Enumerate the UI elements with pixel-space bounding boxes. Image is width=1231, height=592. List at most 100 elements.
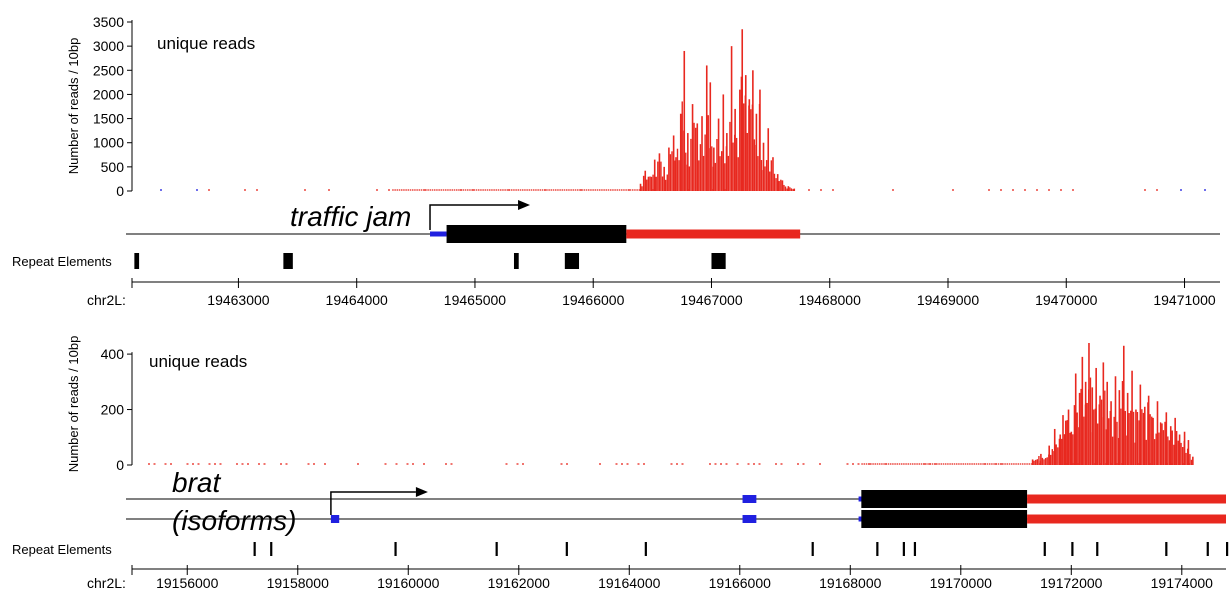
- coverage-bar: [649, 176, 651, 191]
- coverage-bar: [1099, 395, 1101, 465]
- coverage-bar: [1055, 444, 1057, 465]
- repeat-element: [495, 542, 498, 556]
- x-tick-label: 19166000: [709, 575, 772, 591]
- coverage-bar: [1061, 438, 1063, 465]
- coverage-bar: [1189, 454, 1191, 465]
- coverage-bar: [746, 132, 748, 191]
- coverage-bar: [760, 160, 763, 191]
- coverage-bar: [778, 181, 780, 191]
- coverage-bar: [1076, 412, 1078, 465]
- coverage-bar: [1048, 445, 1050, 465]
- coverage-bar: [641, 186, 643, 191]
- coverage-bar: [663, 166, 665, 191]
- coverage-bar: [722, 94, 725, 191]
- coverage-bar: [767, 128, 770, 191]
- x-tick-label: 19466000: [562, 292, 625, 308]
- coverage-bar: [1110, 401, 1112, 465]
- coverage-bar: [1118, 390, 1121, 465]
- coverage-bar: [1155, 433, 1157, 465]
- coverage-bar: [707, 115, 709, 191]
- coverage-bar: [730, 46, 733, 192]
- coverage-bar: [1059, 434, 1062, 465]
- coverage-bar: [702, 155, 705, 191]
- panel-label: unique reads: [157, 34, 255, 53]
- coverage-bar: [786, 188, 788, 191]
- coverage-bar: [696, 123, 699, 191]
- repeat-element: [394, 542, 397, 556]
- coverage-bar: [1136, 412, 1139, 465]
- x-tick-label: 19469000: [917, 292, 980, 308]
- coverage-bar: [741, 29, 744, 191]
- coverage-bar: [780, 179, 782, 191]
- repeat-element: [1206, 542, 1209, 556]
- coverage-bar: [1072, 434, 1074, 465]
- coverage-bar: [647, 176, 650, 191]
- chromosome-label: chr2L:: [87, 575, 126, 591]
- coverage-bar: [1183, 431, 1186, 465]
- coverage-bar: [1062, 415, 1064, 465]
- coverage-bar: [1084, 381, 1087, 465]
- coverage-bar: [1114, 376, 1117, 465]
- coverage-bar: [1081, 356, 1084, 465]
- coverage-bar: [765, 160, 768, 191]
- coverage-bar: [789, 187, 791, 191]
- cds-block: [446, 225, 627, 243]
- coverage-bar: [724, 163, 726, 191]
- coverage-bar: [1174, 417, 1176, 465]
- coverage-bar: [1089, 377, 1092, 465]
- gene-subtitle: (isoforms): [172, 505, 296, 536]
- coverage-bar: [1120, 408, 1122, 465]
- cds-block: [861, 490, 1028, 508]
- x-tick-label: 19464000: [326, 292, 389, 308]
- coverage-bar: [1051, 449, 1053, 465]
- coverage-bar: [639, 183, 642, 191]
- y-tick-label: 2000: [93, 86, 124, 102]
- coverage-bar: [681, 101, 683, 191]
- panel-1: 0 500 1000 1500 2000 2500 3000 3500 Number of re…: [12, 14, 1220, 308]
- coverage-bar: [653, 159, 656, 191]
- coverage-bar: [1187, 440, 1190, 465]
- coverage-bar: [1095, 367, 1097, 465]
- coverage-bar: [1173, 444, 1175, 465]
- coverage-bar: [678, 160, 680, 191]
- coverage-bar: [687, 133, 689, 191]
- coverage-bar: [748, 99, 751, 191]
- repeat-element: [1226, 542, 1229, 556]
- repeat-element: [564, 253, 580, 269]
- coverage-bar: [1102, 362, 1105, 465]
- y-tick-label: 400: [101, 346, 125, 362]
- repeat-element: [876, 542, 879, 556]
- coverage-bar: [1153, 439, 1156, 465]
- coverage-bar: [1049, 454, 1052, 465]
- coverage-bar: [1177, 440, 1179, 465]
- repeat-elements-label: Repeat Elements: [12, 254, 112, 269]
- coverage-bar: [743, 103, 745, 191]
- coverage-bar: [1044, 458, 1047, 465]
- repeat-element: [902, 542, 905, 556]
- coverage-bar: [694, 127, 697, 191]
- x-tick-label: 19471000: [1153, 292, 1216, 308]
- coverage-bar: [1158, 432, 1160, 465]
- coverage-bar: [1053, 428, 1056, 465]
- coverage-bar: [790, 188, 793, 191]
- coverage-bar: [714, 162, 717, 191]
- coverage-bar: [759, 89, 761, 191]
- coverage-bar: [752, 70, 754, 191]
- x-tick-label: 19156000: [156, 575, 219, 591]
- coverage-bar: [772, 157, 774, 191]
- coverage-bar: [1139, 384, 1142, 465]
- utr5-exon: [742, 495, 757, 503]
- repeat-element: [811, 542, 814, 556]
- tss-arrow: [330, 491, 416, 515]
- coverage-bar: [669, 154, 672, 191]
- coverage-bar: [705, 65, 708, 191]
- coverage-bar: [792, 189, 794, 191]
- coverage-bar: [1057, 447, 1059, 465]
- coverage-bar: [1111, 436, 1114, 465]
- panel-2: 0 200 400 Number of reads / 10bp unique read…: [12, 336, 1229, 591]
- coverage-bar: [1192, 456, 1194, 465]
- x-tick-label: 19467000: [680, 292, 743, 308]
- coverage-bar: [740, 76, 743, 191]
- coverage-bar: [658, 153, 661, 191]
